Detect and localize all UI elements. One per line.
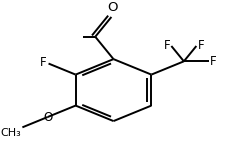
Text: O: O [43,111,52,124]
Text: F: F [40,56,47,69]
Text: F: F [209,55,216,68]
Text: O: O [107,1,117,14]
Text: F: F [163,39,170,52]
Text: CH₃: CH₃ [1,128,21,138]
Text: F: F [196,39,203,52]
